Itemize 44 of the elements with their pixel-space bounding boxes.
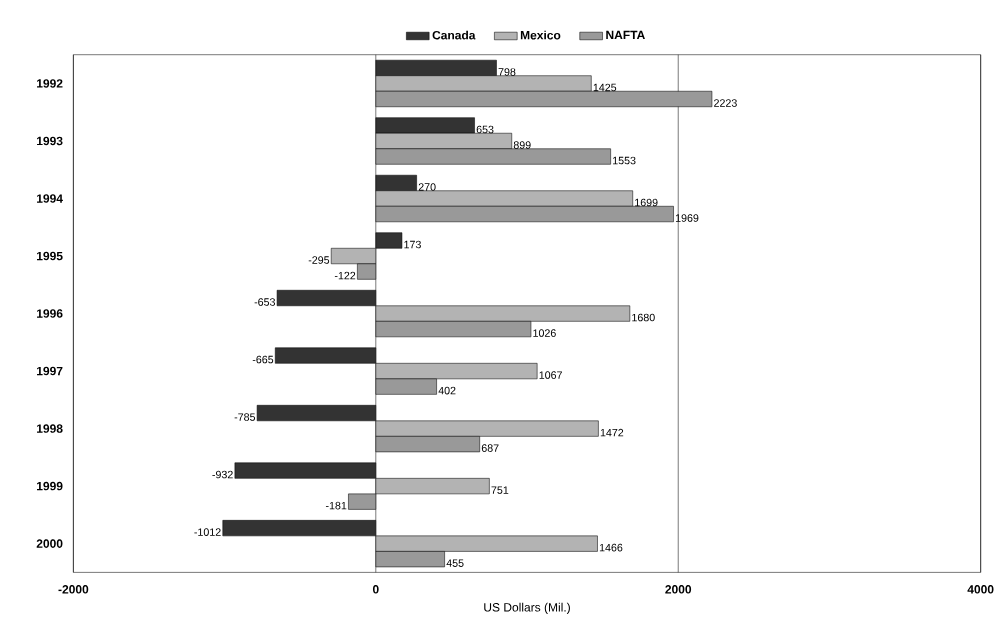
x-axis-title: US Dollars (Mil.) [484, 602, 570, 614]
y-tick-label: 1992 [37, 79, 63, 88]
data-label: -295 [308, 256, 330, 264]
data-label: -665 [252, 355, 274, 364]
data-label: 1425 [593, 83, 617, 92]
data-label: 1466 [599, 543, 623, 552]
data-label: 1680 [632, 313, 655, 322]
y-tick-label: 1994 [37, 194, 63, 203]
x-tick-label: -2000 [58, 584, 89, 594]
y-tick-label: 1995 [37, 251, 63, 261]
data-label: 1699 [635, 198, 658, 207]
data-label: -785 [234, 413, 256, 421]
data-label: 1067 [539, 371, 562, 379]
data-label: -1012 [194, 528, 221, 536]
data-label: 1472 [600, 428, 624, 437]
y-tick-label: 1999 [37, 481, 63, 491]
data-label: 1969 [675, 214, 699, 222]
x-tick-label: 4000 [967, 584, 994, 594]
data-label: 173 [404, 240, 421, 249]
y-tick-label: 1993 [37, 136, 63, 146]
data-label: -653 [254, 298, 275, 306]
x-tick-label: 2000 [665, 584, 692, 594]
data-label: 1026 [533, 329, 556, 337]
data-label: -122 [334, 271, 356, 280]
data-label: 402 [438, 386, 456, 395]
data-label: 687 [481, 444, 499, 452]
legend-label: NAFTA [606, 30, 645, 39]
legend-label: Mexico [520, 30, 561, 40]
data-label: 899 [513, 141, 531, 149]
data-label: 455 [446, 559, 464, 567]
y-tick-label: 2000 [36, 539, 63, 548]
y-tick-label: 1997 [37, 366, 63, 376]
data-label: -181 [325, 501, 347, 510]
data-label: 1553 [613, 156, 636, 165]
legend-label: Canada [432, 30, 476, 40]
x-tick-label: 0 [372, 584, 379, 594]
data-label: 2223 [714, 99, 737, 107]
y-tick-label: 1998 [37, 424, 63, 433]
data-label: -932 [212, 470, 233, 479]
data-label: 798 [498, 67, 516, 76]
data-label: 653 [476, 125, 494, 134]
y-tick-label: 1996 [37, 309, 63, 318]
data-label: 751 [491, 486, 509, 494]
data-label: 270 [418, 183, 436, 191]
